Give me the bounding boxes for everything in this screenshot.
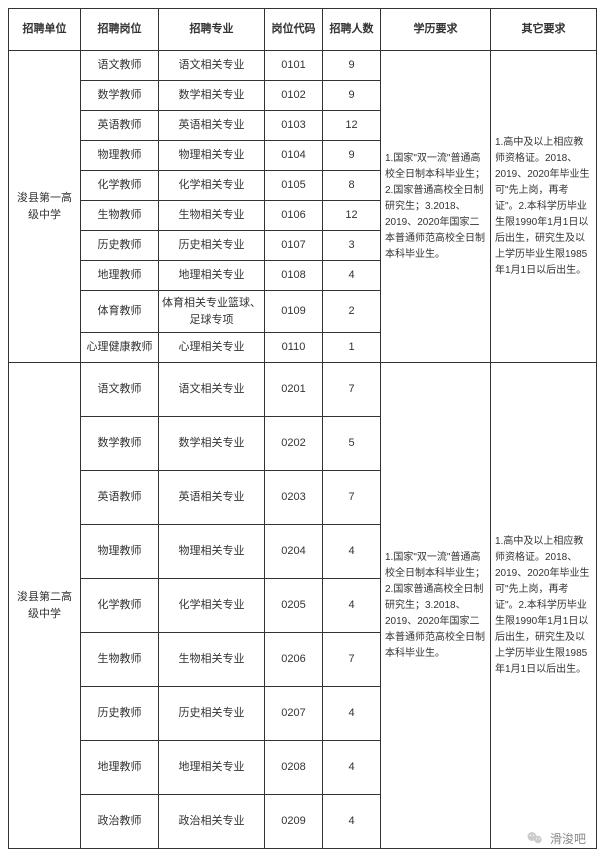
- position-cell: 政治教师: [81, 795, 159, 849]
- code-cell: 0208: [265, 741, 323, 795]
- major-cell: 地理相关专业: [159, 261, 265, 291]
- watermark: 滑浚吧: [526, 829, 586, 847]
- position-cell: 物理教师: [81, 141, 159, 171]
- major-cell: 生物相关专业: [159, 633, 265, 687]
- major-cell: 地理相关专业: [159, 741, 265, 795]
- major-cell: 物理相关专业: [159, 525, 265, 579]
- position-cell: 心理健康教师: [81, 333, 159, 363]
- major-cell: 化学相关专业: [159, 171, 265, 201]
- code-cell: 0103: [265, 111, 323, 141]
- count-cell: 9: [323, 51, 381, 81]
- watermark-text: 滑浚吧: [550, 830, 586, 847]
- major-cell: 英语相关专业: [159, 471, 265, 525]
- col-other: 其它要求: [491, 9, 597, 51]
- col-code: 岗位代码: [265, 9, 323, 51]
- position-cell: 数学教师: [81, 417, 159, 471]
- code-cell: 0105: [265, 171, 323, 201]
- major-cell: 英语相关专业: [159, 111, 265, 141]
- major-cell: 历史相关专业: [159, 231, 265, 261]
- count-cell: 7: [323, 471, 381, 525]
- header-row: 招聘单位 招聘岗位 招聘专业 岗位代码 招聘人数 学历要求 其它要求: [9, 9, 597, 51]
- major-cell: 政治相关专业: [159, 795, 265, 849]
- code-cell: 0205: [265, 579, 323, 633]
- count-cell: 4: [323, 741, 381, 795]
- count-cell: 8: [323, 171, 381, 201]
- major-cell: 生物相关专业: [159, 201, 265, 231]
- count-cell: 5: [323, 417, 381, 471]
- count-cell: 4: [323, 795, 381, 849]
- other-requirement: 1.高中及以上相应教师资格证。2018、2019、2020年毕业生可"先上岗，再…: [491, 363, 597, 849]
- code-cell: 0201: [265, 363, 323, 417]
- count-cell: 4: [323, 687, 381, 741]
- table-row: 浚县第二高级中学语文教师语文相关专业020171.国家"双一流"普通高校全日制本…: [9, 363, 597, 417]
- code-cell: 0110: [265, 333, 323, 363]
- count-cell: 3: [323, 231, 381, 261]
- code-cell: 0206: [265, 633, 323, 687]
- col-edu: 学历要求: [381, 9, 491, 51]
- unit-name: 浚县第二高级中学: [9, 363, 81, 849]
- count-cell: 4: [323, 525, 381, 579]
- col-unit: 招聘单位: [9, 9, 81, 51]
- position-cell: 体育教师: [81, 291, 159, 333]
- unit-name: 浚县第一高级中学: [9, 51, 81, 363]
- edu-requirement: 1.国家"双一流"普通高校全日制本科毕业生；2.国家普通高校全日制研究生；3.2…: [381, 363, 491, 849]
- position-cell: 英语教师: [81, 471, 159, 525]
- count-cell: 9: [323, 81, 381, 111]
- major-cell: 数学相关专业: [159, 81, 265, 111]
- major-cell: 心理相关专业: [159, 333, 265, 363]
- major-cell: 化学相关专业: [159, 579, 265, 633]
- position-cell: 语文教师: [81, 363, 159, 417]
- major-cell: 历史相关专业: [159, 687, 265, 741]
- major-cell: 语文相关专业: [159, 363, 265, 417]
- position-cell: 地理教师: [81, 261, 159, 291]
- position-cell: 化学教师: [81, 171, 159, 201]
- code-cell: 0207: [265, 687, 323, 741]
- code-cell: 0101: [265, 51, 323, 81]
- code-cell: 0106: [265, 201, 323, 231]
- code-cell: 0209: [265, 795, 323, 849]
- position-cell: 物理教师: [81, 525, 159, 579]
- position-cell: 生物教师: [81, 201, 159, 231]
- count-cell: 7: [323, 633, 381, 687]
- code-cell: 0107: [265, 231, 323, 261]
- code-cell: 0102: [265, 81, 323, 111]
- position-cell: 英语教师: [81, 111, 159, 141]
- major-cell: 语文相关专业: [159, 51, 265, 81]
- position-cell: 历史教师: [81, 231, 159, 261]
- count-cell: 9: [323, 141, 381, 171]
- count-cell: 7: [323, 363, 381, 417]
- edu-requirement: 1.国家"双一流"普通高校全日制本科毕业生；2.国家普通高校全日制研究生；3.2…: [381, 51, 491, 363]
- code-cell: 0202: [265, 417, 323, 471]
- position-cell: 生物教师: [81, 633, 159, 687]
- recruitment-table: 招聘单位 招聘岗位 招聘专业 岗位代码 招聘人数 学历要求 其它要求 浚县第一高…: [8, 8, 597, 849]
- code-cell: 0109: [265, 291, 323, 333]
- col-count: 招聘人数: [323, 9, 381, 51]
- other-requirement: 1.高中及以上相应教师资格证。2018、2019、2020年毕业生可"先上岗，再…: [491, 51, 597, 363]
- position-cell: 地理教师: [81, 741, 159, 795]
- count-cell: 12: [323, 201, 381, 231]
- major-cell: 数学相关专业: [159, 417, 265, 471]
- count-cell: 12: [323, 111, 381, 141]
- position-cell: 历史教师: [81, 687, 159, 741]
- position-cell: 语文教师: [81, 51, 159, 81]
- count-cell: 1: [323, 333, 381, 363]
- table-row: 浚县第一高级中学语文教师语文相关专业010191.国家"双一流"普通高校全日制本…: [9, 51, 597, 81]
- col-major: 招聘专业: [159, 9, 265, 51]
- col-position: 招聘岗位: [81, 9, 159, 51]
- code-cell: 0203: [265, 471, 323, 525]
- wechat-icon: [526, 829, 544, 847]
- major-cell: 物理相关专业: [159, 141, 265, 171]
- code-cell: 0108: [265, 261, 323, 291]
- major-cell: 体育相关专业篮球、足球专项: [159, 291, 265, 333]
- code-cell: 0204: [265, 525, 323, 579]
- code-cell: 0104: [265, 141, 323, 171]
- count-cell: 4: [323, 261, 381, 291]
- count-cell: 2: [323, 291, 381, 333]
- position-cell: 化学教师: [81, 579, 159, 633]
- position-cell: 数学教师: [81, 81, 159, 111]
- count-cell: 4: [323, 579, 381, 633]
